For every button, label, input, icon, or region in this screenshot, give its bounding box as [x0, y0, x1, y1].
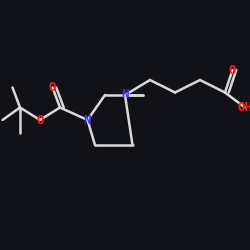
Text: OH: OH — [238, 101, 250, 114]
Text: N: N — [84, 114, 91, 126]
Text: O: O — [229, 64, 236, 76]
Text: N: N — [121, 88, 129, 102]
Text: O: O — [49, 81, 56, 94]
Text: O: O — [36, 114, 44, 126]
